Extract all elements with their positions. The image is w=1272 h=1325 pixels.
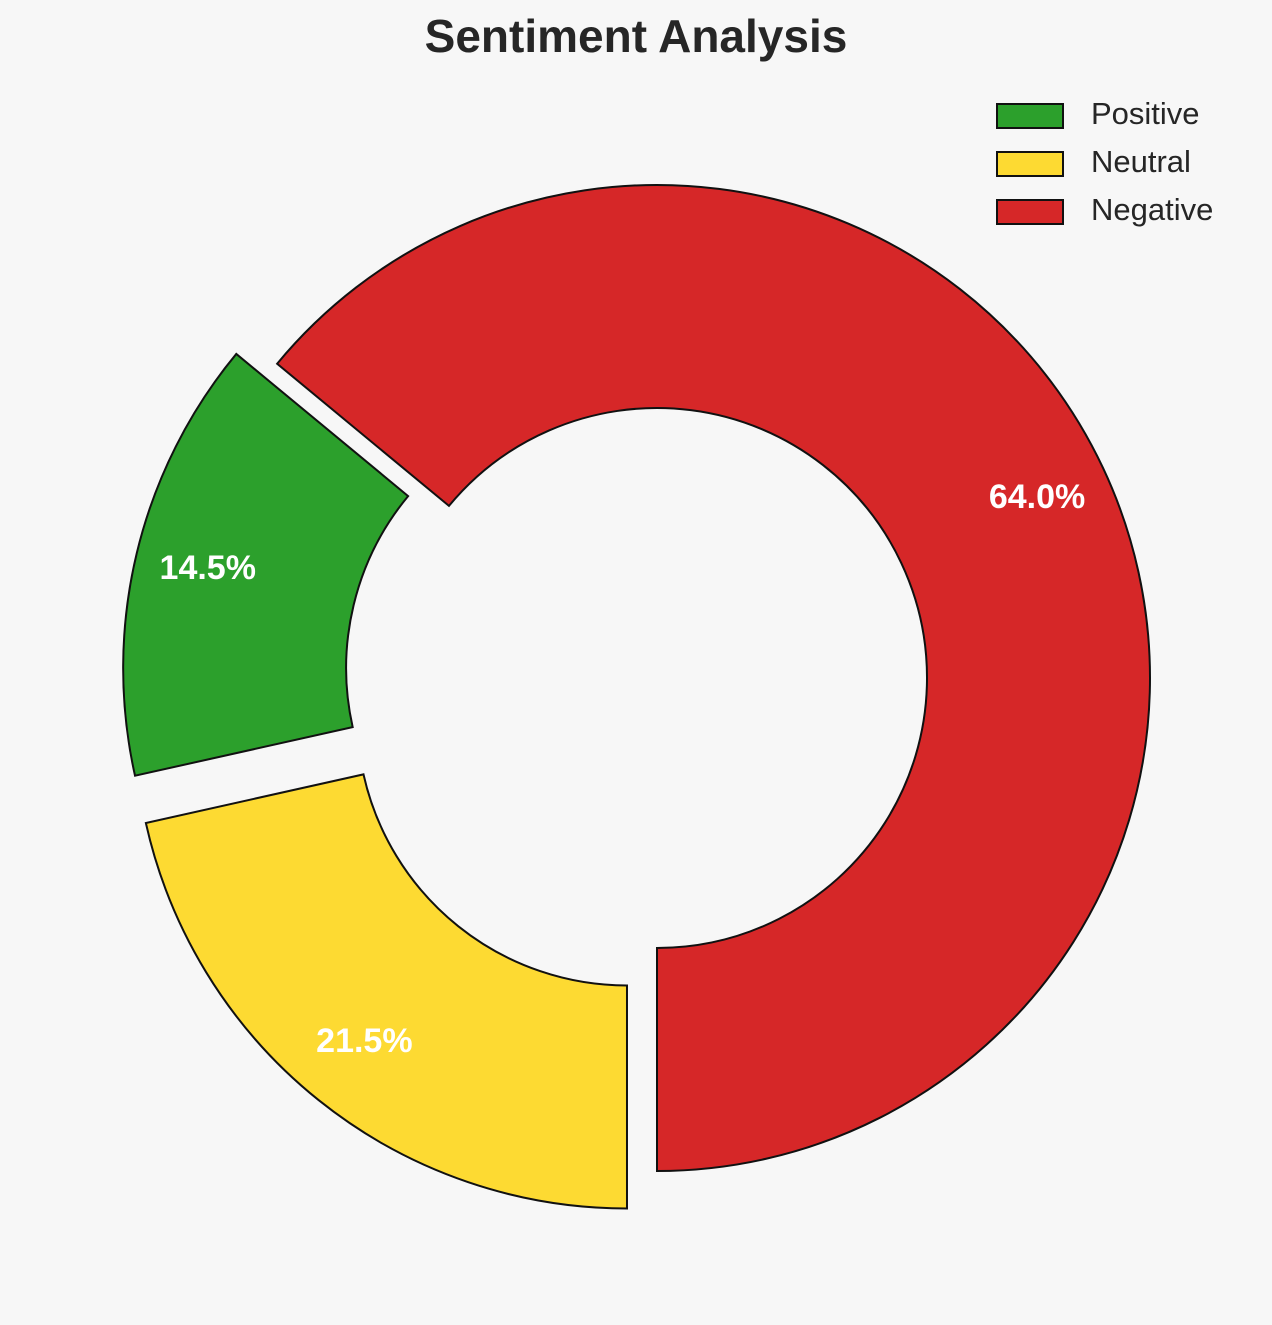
legend-label: Negative [1091,192,1213,227]
chart-title: Sentiment Analysis [425,10,848,62]
legend-swatch [996,103,1064,129]
legend-swatch [996,199,1064,225]
value-label: 64.0% [989,478,1085,516]
legend-swatch [996,151,1064,177]
legend-label: Positive [1091,96,1200,131]
wedge [275,184,1151,1173]
wedge [122,352,410,777]
value-label: 21.5% [316,1022,412,1060]
wedge [144,773,628,1210]
value-label: 14.5% [160,549,256,587]
legend-label: Neutral [1091,144,1191,179]
